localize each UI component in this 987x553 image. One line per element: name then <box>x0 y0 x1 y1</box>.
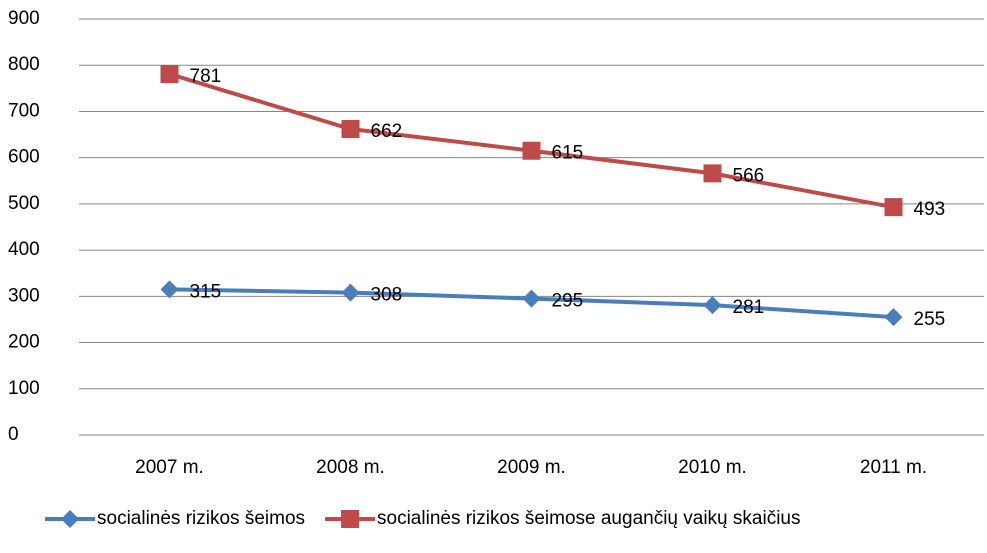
x-tick-label: 2010 m. <box>678 457 747 478</box>
y-tick-label: 900 <box>8 8 40 29</box>
y-tick-label: 600 <box>8 147 40 168</box>
y-tick-label: 100 <box>8 378 40 399</box>
data-point <box>703 164 722 183</box>
series-line <box>168 72 894 210</box>
data-point <box>160 280 179 299</box>
data-point <box>884 308 903 327</box>
y-tick-label: 0 <box>8 424 19 445</box>
data-label: 255 <box>914 309 946 330</box>
y-tick-label: 800 <box>8 54 40 75</box>
data-point <box>341 283 360 302</box>
y-tick-label: 200 <box>8 332 40 353</box>
legend-marker <box>341 510 360 528</box>
data-point <box>703 296 722 315</box>
y-tick-label: 700 <box>8 100 40 121</box>
data-label: 281 <box>733 297 765 318</box>
data-point <box>522 141 541 160</box>
data-label: 493 <box>914 199 946 220</box>
data-label: 615 <box>552 143 584 164</box>
x-tick-label: 2007 m. <box>135 457 204 478</box>
legend-label: socialinės rizikos šeimos <box>97 508 305 529</box>
data-point <box>341 120 360 139</box>
data-label: 781 <box>190 66 222 87</box>
y-tick-label: 300 <box>8 285 40 306</box>
data-label: 295 <box>552 291 584 312</box>
y-tick-label: 500 <box>8 193 40 214</box>
legend-marker <box>61 510 79 528</box>
y-tick-label: 400 <box>8 239 40 260</box>
data-point <box>884 198 903 217</box>
data-label: 315 <box>190 281 222 302</box>
data-point <box>522 289 541 308</box>
data-label: 662 <box>371 121 403 142</box>
x-tick-label: 2008 m. <box>316 457 385 478</box>
data-point <box>160 65 179 84</box>
legend-label: socialinės rizikos šeimose augančių vaik… <box>377 508 800 529</box>
data-label: 566 <box>733 165 765 186</box>
data-label: 308 <box>371 285 403 306</box>
x-tick-label: 2009 m. <box>497 457 566 478</box>
x-tick-label: 2011 m. <box>860 457 927 478</box>
